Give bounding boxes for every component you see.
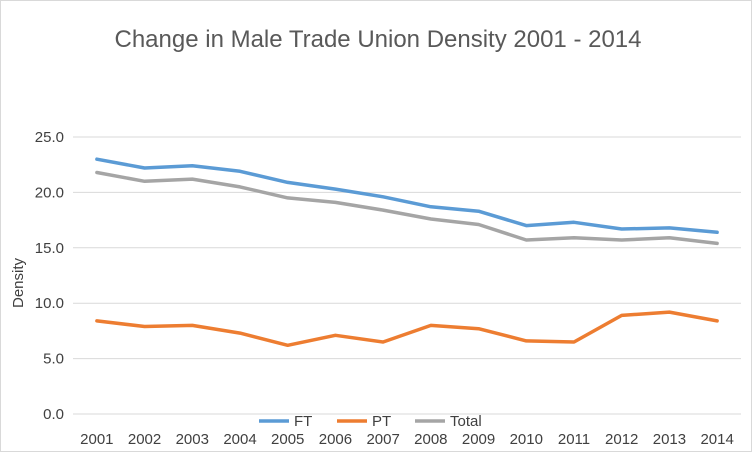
x-tick-label: 2013 — [653, 431, 686, 448]
legend-label-ft: FT — [294, 413, 312, 430]
y-tick-label: 25.0 — [35, 129, 64, 146]
y-tick-label: 15.0 — [35, 240, 64, 257]
series-pt — [95, 310, 719, 348]
legend-label-pt: PT — [372, 413, 391, 430]
x-tick-label: 2004 — [223, 431, 256, 448]
x-tick-label: 2011 — [558, 431, 590, 448]
legend-label-total: Total — [450, 413, 482, 430]
x-tick-label: 2005 — [271, 431, 304, 448]
series-ft — [95, 157, 719, 235]
gridlines — [73, 136, 741, 415]
y-tick-label: 5.0 — [43, 351, 64, 368]
y-axis-label: Density — [10, 257, 27, 308]
x-axis-ticks: 2001 2002 2003 2004 2005 2006 2007 2008 2009 2010… — [80, 431, 734, 448]
y-tick-label: 20.0 — [35, 184, 64, 201]
x-tick-label: 2008 — [414, 431, 447, 448]
series-line-total — [95, 170, 719, 246]
y-tick-label: 0.0 — [43, 406, 64, 423]
legend: FT PT Total — [259, 413, 482, 430]
series-lines — [95, 157, 719, 348]
x-tick-label: 2012 — [605, 431, 638, 448]
chart-title: Change in Male Trade Union Density 2001 … — [115, 26, 642, 53]
x-tick-label: 2001 — [80, 431, 113, 448]
series-line-ft — [95, 157, 719, 235]
series-total — [95, 170, 719, 246]
x-tick-label: 2010 — [510, 431, 543, 448]
x-tick-label: 2007 — [366, 431, 399, 448]
y-tick-label: 10.0 — [35, 295, 64, 312]
series-line-pt — [95, 310, 719, 348]
y-axis-ticks: 0.0 5.0 10.0 15.0 20.0 25.0 — [35, 129, 64, 423]
x-tick-label: 2014 — [700, 431, 733, 448]
x-tick-label: 2009 — [462, 431, 495, 448]
x-tick-label: 2006 — [319, 431, 352, 448]
x-tick-label: 2003 — [176, 431, 209, 448]
x-tick-label: 2002 — [128, 431, 161, 448]
